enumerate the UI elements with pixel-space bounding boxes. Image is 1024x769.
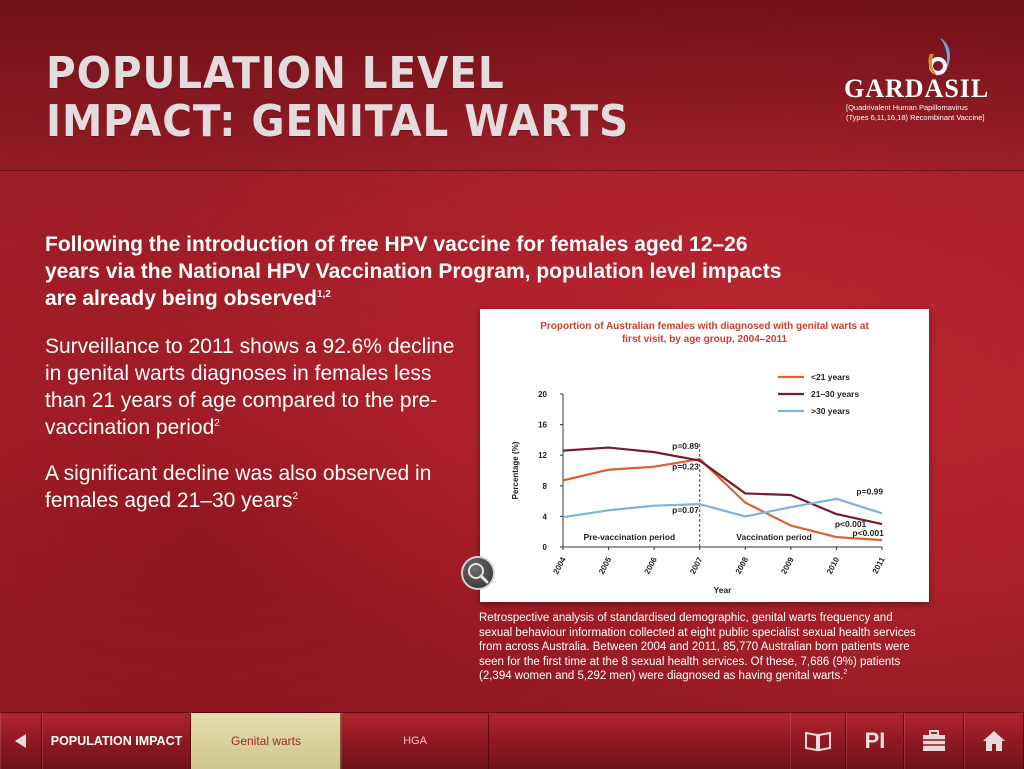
chart-caption: Retrospective analysis of standardised d… — [479, 611, 929, 684]
p-value-annotation-2: p=0.07 — [672, 505, 699, 515]
surveillance-text: Surveillance to 2011 shows a 92.6% decli… — [45, 335, 455, 439]
y-tick-label: 0 — [543, 543, 548, 552]
logo-wordmark: GARDASIL — [844, 74, 990, 103]
gardasil-logo: GARDASIL [Quadrivalent Human Papillomavi… — [844, 36, 994, 131]
x-tick-label: 2009 — [779, 555, 796, 575]
tab-genital-warts[interactable]: Genital warts — [191, 713, 341, 769]
series-line-1 — [562, 446, 883, 526]
y-tick-label: 20 — [538, 390, 547, 399]
title-line-2: IMPACT: GENITAL WARTS — [46, 96, 630, 147]
legend-label-1: 21–30 years — [811, 389, 859, 399]
x-tick-label: 2005 — [597, 555, 614, 575]
caption-text: Retrospective analysis of standardised d… — [479, 612, 916, 683]
logo-mark-icon — [928, 38, 951, 76]
p-value-annotation-1: p=0.23 — [672, 462, 699, 472]
y-axis-label: Percentage (%) — [511, 441, 520, 499]
book-icon — [805, 731, 831, 752]
series-line-2 — [562, 497, 883, 519]
zoom-magnifier-button[interactable] — [461, 556, 495, 590]
bottom-navigation: POPULATION IMPACT Genital warts HGA PI — [0, 712, 1024, 769]
x-tick-label: 2004 — [551, 555, 568, 575]
chart-panel[interactable]: Proportion of Australian females with di… — [480, 309, 929, 602]
x-tick-label: 2006 — [643, 555, 660, 575]
logo-sub-line-2: (Types 6,11,16,18) Recombinant Vaccine] — [846, 113, 985, 122]
y-tick-label: 12 — [538, 451, 547, 460]
period-label-pre: Pre-vaccination period — [584, 532, 676, 542]
y-tick-label: 8 — [543, 482, 548, 491]
home-icon — [983, 731, 1005, 751]
decline-text: A significant decline was also observed … — [45, 462, 432, 512]
chart-title: Proportion of Australian females with di… — [540, 321, 869, 345]
series-line-0 — [562, 457, 883, 542]
x-tick-label: 2008 — [734, 555, 751, 575]
caption-reference: 2 — [843, 669, 848, 677]
x-tick-label: 2010 — [825, 555, 842, 575]
logo-sub-line-1: [Quadrivalent Human Papillomavirus — [846, 103, 968, 112]
header-band — [0, 0, 1024, 171]
legend-label-0: <21 years — [811, 372, 850, 382]
lead-paragraph: Following the introduction of free HPV v… — [45, 231, 805, 312]
home-button[interactable] — [964, 713, 1024, 769]
briefcase-button[interactable] — [904, 713, 964, 769]
briefcase-icon — [923, 730, 945, 751]
x-tick-label: 2011 — [871, 555, 887, 575]
x-axis-label: Year — [714, 585, 733, 595]
p-value-annotation-3: p=0.99 — [856, 486, 883, 496]
left-arrow-icon — [15, 734, 26, 748]
tab-population-impact[interactable]: POPULATION IMPACT — [42, 713, 191, 769]
lead-text: Following the introduction of free HPV v… — [45, 233, 782, 310]
y-tick-label: 4 — [543, 512, 548, 521]
legend-label-2: >30 years — [811, 406, 850, 416]
y-tick-label: 16 — [538, 421, 547, 430]
decline-reference: 2 — [292, 491, 299, 502]
references-button[interactable] — [790, 713, 846, 769]
logo-subtitle: [Quadrivalent Human Papillomavirus (Type… — [846, 103, 996, 123]
period-label-post: Vaccination period — [736, 532, 812, 542]
x-tick-label: 2007 — [688, 555, 705, 575]
p-value-annotation-4: p<0.001 — [835, 519, 867, 529]
tab-hga[interactable]: HGA — [341, 713, 489, 769]
decline-paragraph: A significant decline was also observed … — [45, 460, 465, 514]
magnifier-icon — [468, 563, 489, 584]
title-line-1: POPULATION LEVEL — [46, 48, 505, 99]
surveillance-reference: 2 — [214, 418, 220, 429]
p-value-annotation-5: p<0.001 — [852, 528, 884, 538]
back-button[interactable] — [0, 713, 42, 769]
pi-button[interactable]: PI — [846, 713, 904, 769]
lead-reference: 1,2 — [316, 289, 331, 300]
surveillance-paragraph: Surveillance to 2011 shows a 92.6% decli… — [45, 333, 465, 441]
p-value-annotation-0: p=0.89 — [672, 441, 699, 451]
line-chart: 0 4 8 12 16 20 2004 2005 2006 2007 2008 2009 2010 201… — [511, 372, 887, 595]
page-title: POPULATION LEVEL IMPACT: GENITAL WARTS — [46, 50, 629, 146]
